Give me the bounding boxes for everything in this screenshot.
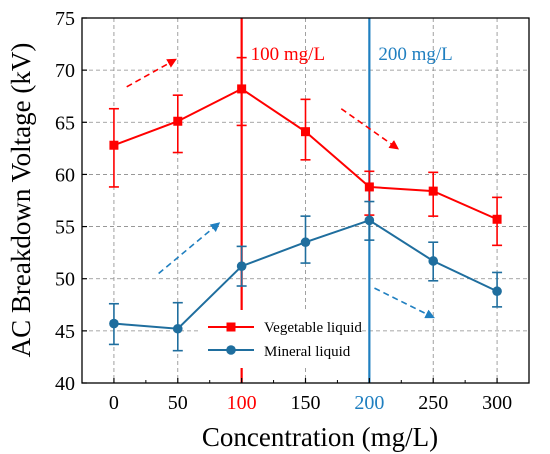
series-layer: [108, 56, 503, 352]
data-point: [109, 140, 119, 150]
data-point: [236, 261, 247, 272]
data-point: [364, 215, 375, 226]
reference-line-label: 200 mg/L: [378, 44, 452, 65]
legend-mineral-marker: [226, 345, 236, 355]
y-tick-label: 75: [55, 8, 75, 30]
x-tick-label: 300: [482, 392, 512, 414]
trend-arrows: [126, 58, 435, 319]
y-tick-label: 40: [55, 373, 75, 395]
trend-arrow: [340, 108, 400, 150]
y-tick-label: 55: [55, 217, 75, 239]
legend-box: [200, 310, 360, 368]
data-point: [109, 318, 119, 329]
data-point: [364, 182, 374, 192]
data-point: [428, 186, 438, 196]
series-mineral: [108, 200, 503, 352]
trend-arrow: [158, 222, 221, 275]
data-point: [300, 237, 311, 248]
x-tick-label: 0: [109, 392, 119, 414]
data-point: [173, 116, 183, 126]
y-tick-label: 65: [55, 112, 75, 134]
x-tick-label: 150: [291, 392, 321, 414]
y-tick-label: 45: [55, 321, 75, 343]
reference-line-label: 100 mg/L: [251, 44, 325, 65]
x-tick-label: 200: [354, 392, 384, 414]
legend-vegetable-marker: [226, 322, 236, 332]
x-tick-label: 250: [418, 392, 448, 414]
legend-mineral-label: Mineral liquid: [264, 344, 351, 360]
y-tick-label: 50: [55, 269, 75, 291]
x-tick-label: 100: [227, 392, 257, 414]
data-point: [237, 84, 247, 94]
legend-vegetable-label: Vegetable liquid: [264, 320, 362, 336]
y-tick-label: 60: [55, 164, 75, 186]
y-axis-label: AC Breakdown Voltage (kV): [6, 43, 36, 358]
axis-ticks: 0 50 100 150 200 250 300 40 45 50 55 60 65 70 75: [55, 8, 512, 414]
x-tick-label: 50: [168, 392, 188, 414]
trend-arrow: [374, 287, 435, 319]
data-point: [492, 286, 502, 297]
y-tick-label: 70: [55, 60, 75, 82]
data-point: [172, 323, 183, 334]
data-point: [301, 127, 310, 137]
legend: Vegetable liquid Mineral liquid: [200, 310, 362, 368]
data-point: [492, 214, 502, 224]
data-point: [428, 256, 439, 266]
x-axis-label: Concentration (mg/L): [202, 422, 438, 452]
trend-arrow: [126, 58, 177, 88]
